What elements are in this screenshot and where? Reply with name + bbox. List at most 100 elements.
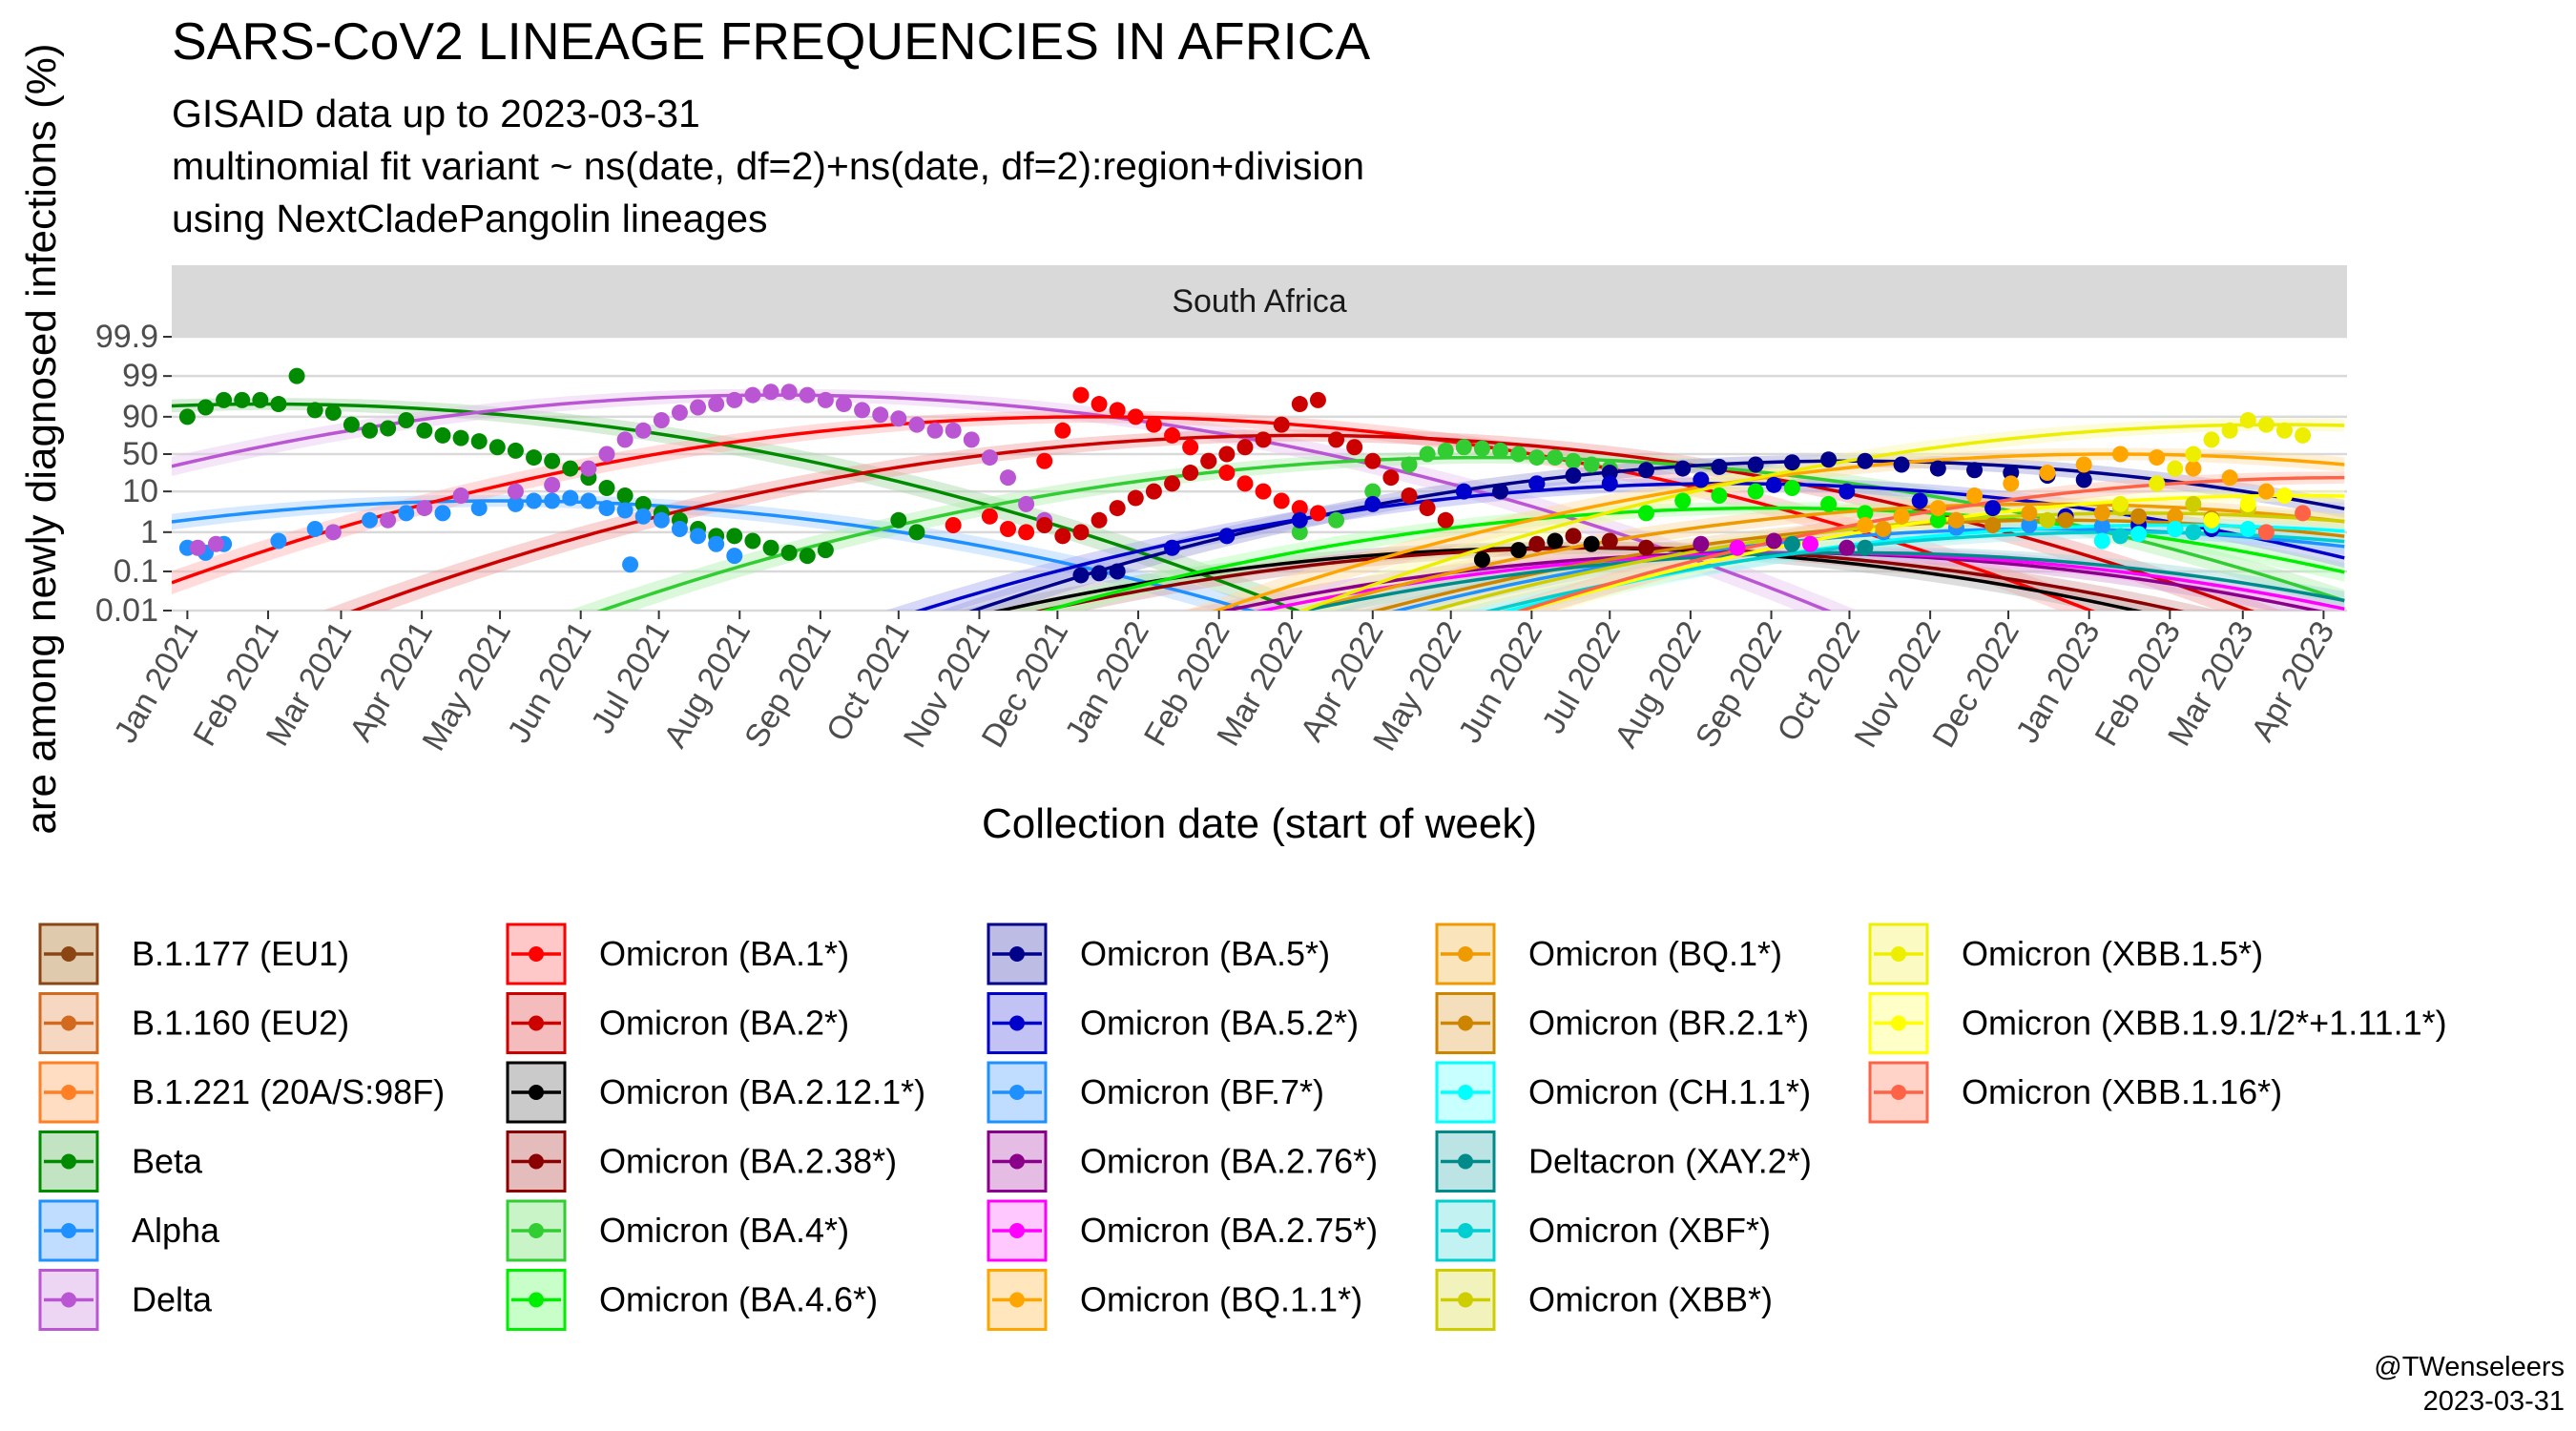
data-point-series-3: [343, 416, 360, 433]
data-point-series-7: [1182, 465, 1199, 482]
data-point-series-5: [671, 404, 688, 421]
data-point-series-6: [1072, 386, 1090, 404]
legend-key-point-26: [1891, 1085, 1906, 1100]
data-point-series-5: [854, 402, 871, 419]
y-tick-label: 90: [122, 399, 158, 435]
ribbon-series-18: [1269, 498, 2345, 611]
legend-label-8: Omicron (BA.2.12.1*): [599, 1072, 925, 1111]
legend-label-20: Omicron (CH.1.1*): [1528, 1072, 1811, 1111]
data-point-series-21: [1783, 535, 1800, 552]
data-point-series-3: [890, 511, 907, 529]
data-point-series-3: [288, 367, 305, 384]
data-point-series-25: [2275, 487, 2293, 504]
data-point-series-12: [1783, 454, 1800, 471]
data-point-series-15: [1765, 532, 1782, 550]
fit-line-series-5: [172, 393, 1832, 611]
legend-label-2: B.1.221 (20A/S:98F): [132, 1072, 445, 1111]
data-point-series-9: [1528, 535, 1546, 552]
data-point-series-10: [1401, 456, 1418, 473]
y-axis-title: are among newly diagnosed infections (%): [18, 43, 65, 834]
legend-label-22: Omicron (XBF*): [1528, 1211, 1771, 1250]
data-point-series-4: [507, 495, 524, 512]
data-point-series-7: [1419, 500, 1436, 517]
data-point-series-6: [1109, 402, 1126, 419]
data-point-series-6: [1036, 452, 1053, 469]
data-point-series-10: [1419, 446, 1436, 463]
data-point-series-3: [434, 426, 451, 444]
data-point-series-6: [1164, 426, 1181, 444]
legend-label-6: Omicron (BA.1*): [599, 934, 849, 973]
data-point-series-11: [1929, 511, 1946, 529]
data-point-series-24: [2239, 412, 2256, 429]
data-point-series-6: [1054, 422, 1071, 439]
legend-key-point-23: [1458, 1292, 1473, 1308]
data-point-series-3: [252, 391, 269, 408]
data-point-series-24: [2149, 475, 2166, 492]
data-point-series-4: [690, 528, 707, 545]
data-point-series-12: [1747, 456, 1764, 473]
data-point-series-4: [653, 511, 670, 529]
data-point-series-13: [1693, 471, 1710, 488]
data-point-series-3: [197, 399, 214, 416]
data-point-series-4: [306, 521, 323, 538]
data-point-series-17: [2039, 465, 2056, 482]
data-point-series-5: [963, 431, 980, 448]
data-point-series-3: [544, 452, 561, 469]
legend-key-point-1: [61, 1015, 76, 1031]
ribbon-series-17: [1184, 447, 2345, 611]
data-point-series-5: [598, 446, 615, 463]
data-point-series-6: [1291, 500, 1308, 517]
data-point-series-12: [1637, 462, 1654, 479]
facet-strip: [172, 265, 2347, 337]
data-point-series-10: [1492, 442, 1509, 459]
data-point-series-25: [2203, 511, 2220, 529]
legend-key-point-20: [1458, 1085, 1473, 1100]
legend-key-point-22: [1458, 1223, 1473, 1238]
data-point-series-7: [1346, 439, 1363, 456]
data-point-series-14: [2021, 517, 2038, 534]
data-point-series-17: [1893, 508, 1910, 525]
data-point-series-5: [981, 449, 998, 467]
data-point-series-5: [544, 476, 561, 493]
data-point-series-15: [1693, 535, 1710, 552]
legend-label-7: Omicron (BA.2*): [599, 1004, 849, 1043]
data-point-series-10: [1528, 449, 1546, 467]
legend-key-point-24: [1891, 946, 1906, 962]
legend-key-point-14: [1009, 1085, 1025, 1100]
data-point-series-24: [2111, 495, 2129, 512]
data-point-series-6: [1091, 396, 1108, 413]
data-point-series-18: [1875, 521, 1892, 538]
legend-key-point-10: [529, 1223, 544, 1238]
ribbon-series-15: [1183, 547, 2345, 611]
data-point-series-3: [380, 420, 397, 437]
data-point-series-17: [2257, 483, 2275, 500]
legend-key-point-15: [1009, 1153, 1025, 1170]
fit-line-series-18: [1299, 502, 2345, 611]
data-point-series-11: [1857, 505, 1874, 522]
data-point-series-6: [1127, 408, 1144, 425]
data-point-series-3: [398, 412, 415, 429]
data-point-series-9: [1601, 532, 1618, 550]
data-point-series-5: [207, 535, 224, 552]
data-point-series-5: [507, 483, 524, 500]
legend-key-point-5: [61, 1292, 76, 1308]
data-point-series-12: [1711, 458, 1728, 475]
data-point-series-6: [1218, 465, 1236, 482]
y-tick-label: 99.9: [95, 319, 158, 355]
data-point-series-3: [270, 396, 287, 413]
data-point-series-6: [1182, 439, 1199, 456]
data-point-series-10: [1328, 511, 1345, 529]
data-point-series-5: [580, 460, 597, 477]
legend-label-10: Omicron (BA.4*): [599, 1211, 849, 1250]
data-point-series-8: [1547, 532, 1564, 550]
data-point-series-17: [2185, 460, 2202, 477]
data-point-series-4: [526, 492, 543, 509]
data-point-series-7: [1109, 500, 1126, 517]
data-point-series-5: [726, 391, 743, 408]
data-point-series-3: [452, 429, 469, 446]
data-point-series-3: [324, 404, 342, 421]
data-point-series-6: [1273, 492, 1290, 509]
data-point-series-4: [580, 492, 597, 509]
data-point-series-3: [362, 422, 379, 439]
